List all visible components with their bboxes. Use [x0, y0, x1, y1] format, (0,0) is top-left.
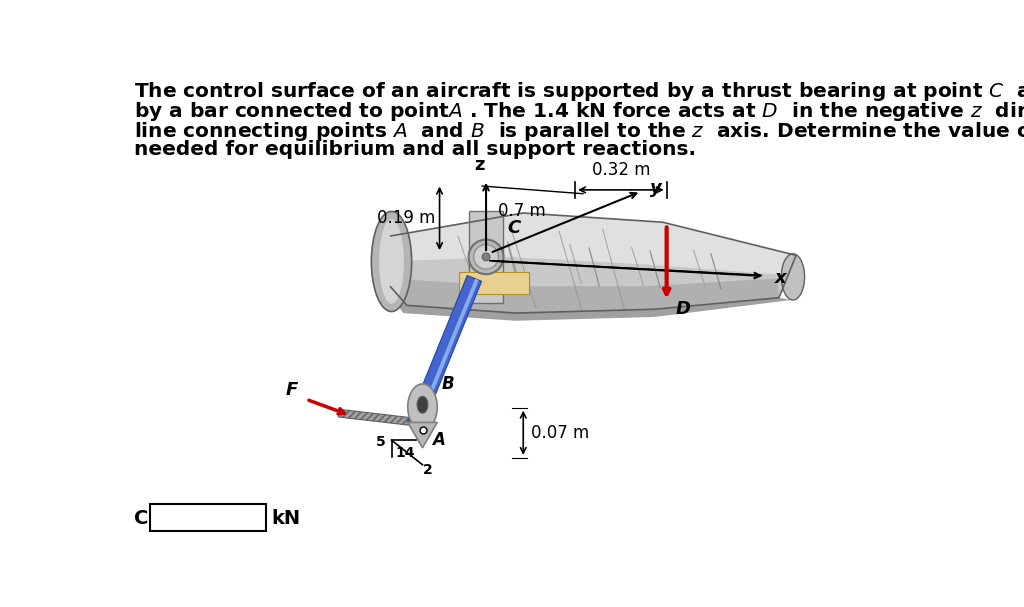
Polygon shape — [390, 286, 792, 320]
Ellipse shape — [417, 396, 428, 413]
Ellipse shape — [482, 253, 489, 261]
Ellipse shape — [372, 211, 412, 311]
Polygon shape — [459, 273, 528, 294]
Ellipse shape — [474, 245, 499, 269]
Ellipse shape — [469, 240, 504, 274]
Polygon shape — [390, 279, 779, 313]
Text: C: C — [134, 509, 148, 528]
Text: The control surface of an aircraft is supported by a thrust bearing at point $C$: The control surface of an aircraft is su… — [134, 80, 1024, 103]
Text: D: D — [676, 300, 691, 318]
Text: B: B — [442, 375, 455, 393]
Text: z: z — [474, 156, 485, 174]
Polygon shape — [463, 276, 528, 291]
Text: kN: kN — [271, 509, 300, 528]
Text: 0.07 m: 0.07 m — [531, 424, 589, 442]
Text: 0.7 m: 0.7 m — [498, 202, 546, 220]
Polygon shape — [416, 279, 479, 427]
Text: needed for equilibrium and all support reactions.: needed for equilibrium and all support r… — [134, 140, 696, 159]
Ellipse shape — [781, 254, 805, 300]
Ellipse shape — [408, 384, 437, 430]
Polygon shape — [408, 276, 481, 427]
Text: A: A — [432, 431, 444, 449]
Text: 5: 5 — [376, 435, 385, 449]
Polygon shape — [408, 422, 437, 448]
Text: 0.32 m: 0.32 m — [592, 161, 650, 179]
Text: 14: 14 — [395, 446, 415, 460]
Text: line connecting points $A$  and $B$  is parallel to the $z$  axis. Determine the: line connecting points $A$ and $B$ is pa… — [134, 120, 1024, 143]
Text: C: C — [508, 219, 521, 237]
Ellipse shape — [379, 219, 403, 304]
Bar — [150, 504, 266, 531]
Polygon shape — [390, 213, 796, 274]
Text: by a bar connected to point$A$ . The 1.4 kN force acts at $D$  in the negative $: by a bar connected to point$A$ . The 1.4… — [134, 100, 1024, 123]
Text: F: F — [286, 381, 298, 399]
Text: 2: 2 — [423, 463, 433, 477]
Text: y: y — [650, 178, 663, 197]
Text: 0.19 m: 0.19 m — [377, 209, 435, 228]
Bar — [469, 211, 503, 303]
Polygon shape — [390, 213, 796, 313]
Text: x: x — [774, 270, 786, 288]
Polygon shape — [338, 409, 419, 426]
